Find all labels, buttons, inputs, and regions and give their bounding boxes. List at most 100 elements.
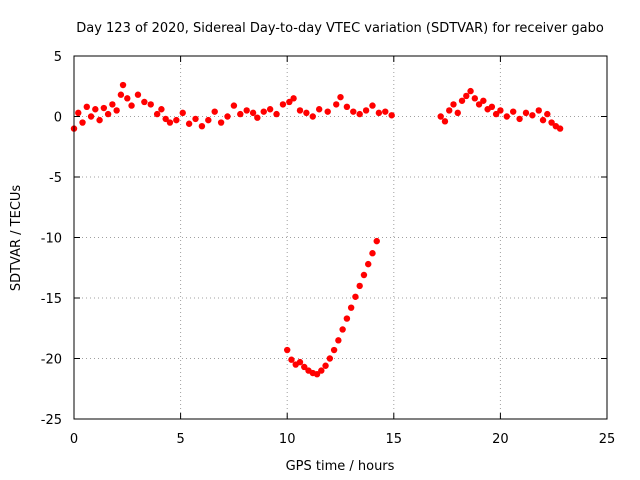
data-point xyxy=(134,91,142,98)
data-point xyxy=(450,101,457,108)
data-point xyxy=(369,102,376,109)
data-point xyxy=(322,362,329,369)
data-point xyxy=(217,119,225,126)
data-point xyxy=(113,107,120,114)
data-point xyxy=(237,110,244,118)
data-point xyxy=(360,271,368,279)
data-point xyxy=(100,104,108,112)
data-point xyxy=(509,108,517,115)
data-point xyxy=(173,116,180,124)
data-point xyxy=(318,367,325,374)
data-point xyxy=(516,115,523,123)
data-point xyxy=(166,119,174,126)
data-point xyxy=(260,108,267,115)
x-tick-label: 0 xyxy=(70,432,78,447)
data-point xyxy=(243,107,250,114)
data-series xyxy=(70,81,564,378)
data-point xyxy=(79,119,86,126)
y-tick-label: -20 xyxy=(41,353,62,368)
data-point xyxy=(471,95,479,102)
data-point xyxy=(467,87,474,95)
y-tick-label: -25 xyxy=(41,413,62,428)
data-point xyxy=(205,116,212,124)
data-point xyxy=(315,106,323,113)
x-tick-label: 5 xyxy=(176,432,184,447)
data-point xyxy=(335,337,342,344)
data-point xyxy=(369,250,376,257)
data-point xyxy=(296,107,304,114)
data-point xyxy=(109,101,116,108)
chart-title: Day 123 of 2020, Sidereal Day-to-day VTE… xyxy=(76,21,604,36)
x-axis-label: GPS time / hours xyxy=(286,459,395,474)
data-point xyxy=(382,108,389,115)
data-point xyxy=(303,109,310,117)
data-point xyxy=(141,98,148,106)
data-point xyxy=(492,110,500,118)
data-point xyxy=(198,122,206,130)
data-point xyxy=(343,315,351,322)
y-tick-label: 0 xyxy=(54,111,62,126)
data-point xyxy=(185,120,193,127)
y-tick-label: -15 xyxy=(41,292,62,307)
data-point xyxy=(337,93,344,101)
data-point xyxy=(350,108,357,115)
data-point xyxy=(326,355,334,362)
data-point xyxy=(497,107,504,114)
data-point xyxy=(224,113,231,120)
y-tick-label: 5 xyxy=(54,50,62,65)
data-point xyxy=(211,108,218,115)
data-point xyxy=(356,282,363,290)
x-tick-label: 10 xyxy=(279,432,296,447)
data-point xyxy=(309,113,316,120)
data-point xyxy=(437,113,444,120)
data-point xyxy=(339,326,346,333)
data-point xyxy=(446,107,453,114)
x-tick-label: 25 xyxy=(599,432,616,447)
data-point xyxy=(373,237,380,245)
data-point xyxy=(463,92,470,100)
axis-ticks: 0 5 10 15 20 25 5 0 -5 -10 -15 -20 -25 xyxy=(41,50,616,447)
data-point xyxy=(87,113,95,120)
data-point xyxy=(343,103,351,111)
data-point xyxy=(324,108,331,115)
data-point xyxy=(266,106,274,113)
data-point xyxy=(96,116,103,124)
data-point xyxy=(333,101,340,108)
data-point xyxy=(330,346,338,354)
data-point xyxy=(352,293,359,300)
data-point xyxy=(179,109,186,117)
data-point xyxy=(147,101,154,108)
y-tick-label: -5 xyxy=(49,171,62,186)
data-point xyxy=(288,356,295,363)
data-point xyxy=(162,115,169,123)
data-point xyxy=(454,109,461,117)
data-point xyxy=(284,346,291,354)
data-point xyxy=(83,103,90,111)
data-point xyxy=(296,358,304,366)
data-point xyxy=(544,110,551,118)
data-point xyxy=(347,304,355,311)
data-point xyxy=(75,109,82,117)
data-point xyxy=(192,115,199,123)
y-axis-label: SDTVAR / TECUs xyxy=(9,185,24,292)
data-point xyxy=(535,107,542,114)
data-point xyxy=(529,112,536,119)
data-point xyxy=(356,110,363,118)
data-point xyxy=(556,125,564,132)
data-point xyxy=(475,101,483,108)
data-point xyxy=(301,363,308,371)
data-point xyxy=(388,112,395,119)
data-point xyxy=(488,103,496,111)
data-point xyxy=(92,106,99,113)
x-tick-label: 20 xyxy=(492,432,509,447)
data-point xyxy=(539,116,547,124)
data-point xyxy=(117,91,125,98)
data-point xyxy=(365,260,372,268)
data-point xyxy=(249,109,257,117)
data-point xyxy=(290,95,297,102)
data-point xyxy=(104,110,112,118)
data-point xyxy=(503,113,510,120)
data-point xyxy=(375,109,383,117)
data-point xyxy=(362,107,370,114)
